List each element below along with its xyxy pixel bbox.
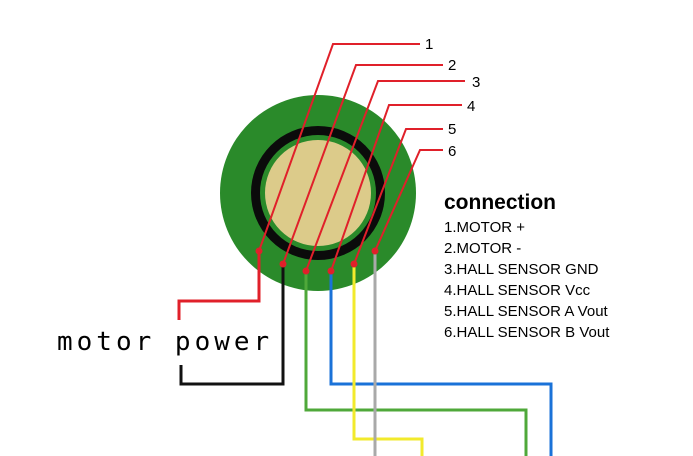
- legend-item-2: 2.MOTOR -: [444, 240, 521, 257]
- wire-yellow-hall-a: [352, 264, 424, 456]
- rotor-core: [265, 140, 371, 246]
- pad-1: [255, 247, 263, 255]
- pin-label-2: 2: [448, 57, 456, 74]
- pad-4: [327, 267, 335, 275]
- leader-lines: [258, 43, 465, 272]
- leader-line-5: [353, 128, 443, 265]
- leader-line-4: [330, 104, 462, 272]
- legend-title: connection: [444, 191, 556, 214]
- pad-5: [350, 260, 358, 268]
- motor-body: [220, 95, 416, 291]
- wire-black-motor-minus: [179, 264, 285, 386]
- legend-item-6: 6.HALL SENSOR B Vout: [444, 324, 610, 341]
- legend-item-3: 3.HALL SENSOR GND: [444, 261, 599, 278]
- leader-line-2: [282, 64, 443, 265]
- pin-label-3: 3: [472, 74, 480, 91]
- leader-line-3: [305, 80, 465, 272]
- pin-label-1: 1: [425, 36, 433, 53]
- pin-label-6: 6: [448, 143, 456, 160]
- leader-line-1: [258, 43, 420, 252]
- pin-label-5: 5: [448, 121, 456, 138]
- wire-red-motor-plus: [177, 251, 261, 320]
- legend-item-4: 4.HALL SENSOR Vcc: [444, 282, 591, 299]
- wires: [177, 251, 553, 456]
- pin-numbers: 1 2 3 4 5 6: [425, 36, 480, 160]
- legend-item-1: 1.MOTOR +: [444, 219, 525, 236]
- wire-green-hall-gnd: [304, 271, 528, 456]
- leader-line-6: [374, 149, 443, 252]
- solder-pads: [255, 247, 379, 275]
- connection-legend: connection 1.MOTOR + 2.MOTOR - 3.HALL SE…: [444, 191, 610, 341]
- pad-3: [302, 267, 310, 275]
- pin-label-4: 4: [467, 98, 475, 115]
- legend-item-5: 5.HALL SENSOR A Vout: [444, 303, 609, 320]
- wire-blue-hall-vcc: [329, 271, 553, 456]
- pad-2: [279, 260, 287, 268]
- pad-6: [371, 247, 379, 255]
- motor-power-label: motor power: [57, 327, 273, 357]
